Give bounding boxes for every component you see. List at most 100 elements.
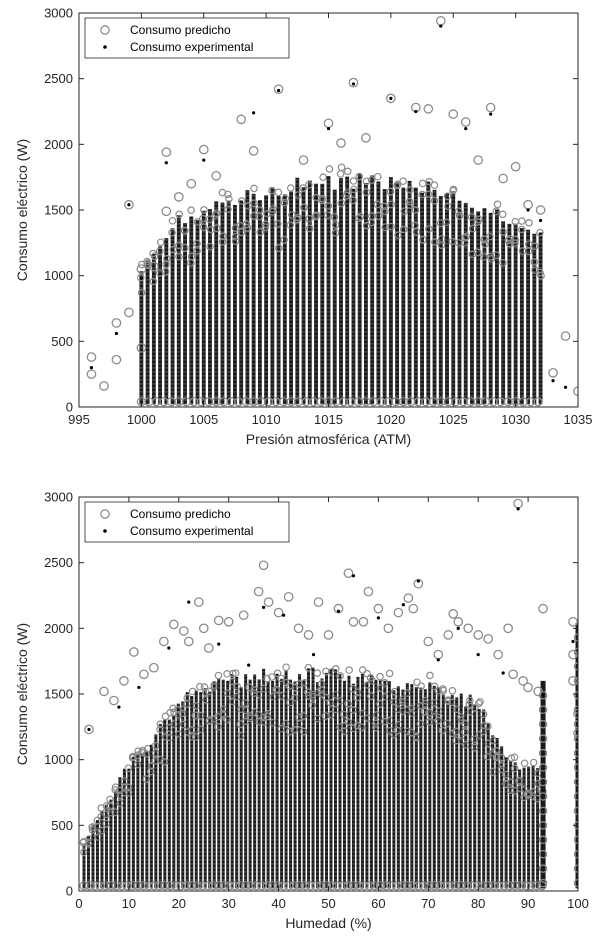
data-point-predicted — [408, 603, 419, 614]
x-tick-label: 30 — [221, 896, 235, 911]
y-tick-label: 2000 — [44, 137, 73, 152]
data-point-predicted — [218, 238, 227, 246]
data-point-predicted — [326, 699, 335, 707]
data-point-predicted — [499, 881, 509, 891]
data-point-predicted — [299, 727, 308, 736]
data-point-predicted — [318, 194, 326, 203]
data-point-predicted — [331, 665, 340, 673]
chart-bottom: 0 10 20 30 40 50 60 70 80 90 100050010001500200025… — [14, 490, 589, 932]
data-point-predicted — [299, 712, 307, 720]
data-point-predicted — [453, 616, 464, 627]
data-point-predicted — [162, 260, 170, 269]
x-tick-label: 80 — [471, 896, 485, 911]
data-point-predicted — [99, 686, 109, 697]
data-point-predicted — [476, 697, 484, 706]
data-point-predicted — [537, 271, 545, 280]
series-experimental — [89, 24, 568, 389]
data-point-predicted — [438, 726, 447, 735]
data-point-predicted — [149, 277, 158, 286]
data-point-predicted — [147, 767, 155, 776]
data-point-predicted — [486, 232, 494, 241]
data-point-predicted — [358, 666, 367, 674]
data-point-predicted — [203, 643, 214, 653]
data-point-predicted — [294, 881, 305, 891]
data-point-predicted — [142, 775, 150, 783]
data-point-predicted — [425, 225, 433, 233]
data-point-predicted — [250, 184, 258, 193]
data-point-predicted — [439, 685, 447, 693]
data-point-predicted — [505, 239, 514, 248]
data-point-predicted — [375, 881, 385, 891]
data-point-predicted — [430, 196, 439, 205]
data-point-experimental — [277, 88, 281, 93]
data-point-predicted — [161, 712, 170, 721]
data-point-predicted — [281, 194, 290, 203]
data-point-predicted — [300, 881, 310, 891]
data-point-predicted — [472, 881, 483, 891]
data-point-predicted — [461, 234, 469, 242]
data-point-experimental — [281, 613, 286, 617]
data-point-predicted — [492, 251, 501, 259]
data-point-predicted — [493, 200, 502, 209]
data-point-predicted — [180, 226, 189, 235]
data-point-predicted — [374, 212, 383, 220]
data-point-predicted — [324, 202, 333, 210]
data-point-predicted — [440, 881, 450, 891]
data-point-predicted — [573, 705, 578, 715]
data-point-predicted — [100, 881, 111, 891]
legend-marker-predicted — [100, 509, 110, 519]
data-point-predicted — [241, 881, 251, 891]
data-point-predicted — [303, 630, 314, 640]
x-tick-label: 100 — [567, 896, 589, 911]
data-point-predicted — [230, 881, 240, 891]
data-point-predicted — [337, 199, 346, 208]
data-point-predicted — [538, 792, 548, 801]
data-point-predicted — [261, 223, 270, 231]
data-point-predicted — [471, 703, 479, 712]
data-point-predicted — [233, 682, 242, 691]
data-point-predicted — [454, 207, 463, 216]
data-point-predicted — [171, 881, 181, 891]
data-point-predicted — [161, 267, 170, 276]
data-point-predicted — [344, 699, 352, 708]
x-tick-label: 1000 — [127, 412, 156, 427]
data-point-predicted — [538, 719, 548, 729]
data-point-predicted — [144, 881, 154, 891]
data-point-predicted — [241, 699, 249, 707]
y-tick-label: 2500 — [44, 555, 73, 570]
data-point-predicted — [311, 881, 321, 891]
data-point-predicted — [387, 222, 395, 231]
data-point-predicted — [321, 881, 332, 891]
data-point-predicted — [383, 623, 394, 634]
data-point-predicted — [343, 881, 353, 891]
data-point-predicted — [163, 254, 171, 263]
data-point-predicted — [286, 221, 295, 229]
data-point-predicted — [86, 352, 97, 362]
data-point-predicted — [342, 191, 351, 200]
data-point-predicted — [381, 881, 391, 891]
data-point-predicted — [498, 210, 507, 219]
data-point-predicted — [538, 849, 548, 859]
y-tick-label: 3000 — [44, 6, 73, 21]
data-point-predicted — [537, 881, 547, 891]
data-point-predicted — [538, 806, 548, 816]
data-point-predicted — [331, 220, 340, 229]
data-point-predicted — [349, 706, 357, 714]
data-point-predicted — [90, 881, 100, 891]
data-point-predicted — [397, 881, 407, 891]
data-point-predicted — [343, 568, 354, 579]
data-point-predicted — [129, 647, 139, 657]
data-point-predicted — [106, 881, 116, 891]
data-point-predicted — [196, 711, 205, 720]
data-point-predicted — [510, 764, 519, 773]
data-point-predicted — [139, 669, 149, 680]
x-tick-label: 1020 — [376, 412, 405, 427]
data-point-predicted — [243, 223, 252, 232]
data-point-predicted — [168, 228, 176, 237]
data-point-predicted — [573, 734, 578, 743]
data-point-predicted — [175, 252, 183, 261]
data-point-predicted — [430, 682, 439, 691]
x-tick-label: 1030 — [501, 412, 530, 427]
data-point-predicted — [538, 748, 548, 758]
legend: Consumo predicho Consumo experimental — [84, 17, 290, 59]
